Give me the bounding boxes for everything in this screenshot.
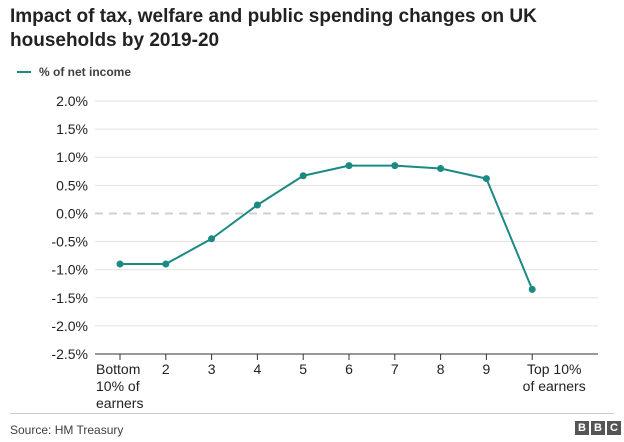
y-tick-label: 1.5% <box>56 121 88 137</box>
x-tick-label: 6 <box>345 361 353 377</box>
y-tick-label: -1.0% <box>51 262 88 278</box>
y-tick-label: 1.0% <box>56 149 88 165</box>
x-tick-label-line: 3 <box>208 361 216 377</box>
x-tick-label-line: earners <box>96 395 143 411</box>
x-tick-label-line: 5 <box>299 361 307 377</box>
legend-label: % of net income <box>39 65 132 79</box>
data-point <box>116 260 124 268</box>
data-point <box>528 285 536 293</box>
y-tick-label: -2.0% <box>51 318 88 334</box>
data-point <box>482 175 490 183</box>
chart-title: Impact of tax, welfare and public spendi… <box>10 6 537 51</box>
y-tick-label: -0.5% <box>51 234 88 250</box>
data-point <box>345 162 353 170</box>
data-point <box>391 162 399 170</box>
y-tick-label: -2.5% <box>51 346 88 362</box>
data-point <box>299 172 307 180</box>
data-point <box>253 201 261 209</box>
x-tick-label: 7 <box>391 361 399 377</box>
x-tick-label: 5 <box>299 361 307 377</box>
x-tick-label-line: 8 <box>437 361 445 377</box>
x-tick-label-line: 4 <box>254 361 262 377</box>
x-tick-label: Bottom 10% of earners <box>96 361 143 411</box>
x-tick-label: 4 <box>254 361 262 377</box>
x-tick-label-line: 10% of <box>96 378 140 394</box>
grid-layer <box>95 100 598 327</box>
x-tick-label-line: 9 <box>483 361 491 377</box>
x-axis-ticks: Bottom 10% of earners 2 3 4 5 6 7 8 9 Top 10% of ear… <box>96 354 586 411</box>
footer-divider <box>10 413 614 414</box>
x-tick-label-line: of earners <box>523 378 586 394</box>
x-tick-label-line: 6 <box>345 361 353 377</box>
y-tick-label: 0.0% <box>56 205 88 221</box>
x-tick-label-line: Top 10% <box>527 361 581 377</box>
data-point <box>162 260 170 268</box>
legend-swatch <box>17 71 31 73</box>
x-tick-label-line: Bottom <box>96 361 140 377</box>
x-tick-label: 8 <box>437 361 445 377</box>
bbc-logo-letter-b2: B <box>591 421 605 435</box>
source-note: Source: HM Treasury <box>10 423 124 437</box>
y-tick-label: 0.5% <box>56 177 88 193</box>
data-point <box>208 235 216 243</box>
y-tick-label: 2.0% <box>56 93 88 109</box>
y-axis-ticks: 2.0% 1.5% 1.0% 0.5% 0.0% -0.5% -1.0% -1.5% -2.0%… <box>51 93 88 362</box>
legend: % of net income <box>17 64 131 80</box>
x-tick-label: 2 <box>162 361 170 377</box>
x-tick-label: 9 <box>483 361 491 377</box>
series-layer <box>116 162 536 293</box>
x-tick-label-line: 7 <box>391 361 399 377</box>
x-tick-label: 3 <box>208 361 216 377</box>
bbc-logo-letter-b1: B <box>575 421 589 435</box>
series-line <box>120 164 534 290</box>
data-point <box>437 164 445 172</box>
x-tick-label-line: 2 <box>162 361 170 377</box>
bbc-logo: B B C <box>573 421 621 435</box>
bbc-logo-letter-c: C <box>607 421 621 435</box>
y-tick-label: -1.5% <box>51 290 88 306</box>
x-tick-label: Top 10% of earners <box>523 361 586 394</box>
